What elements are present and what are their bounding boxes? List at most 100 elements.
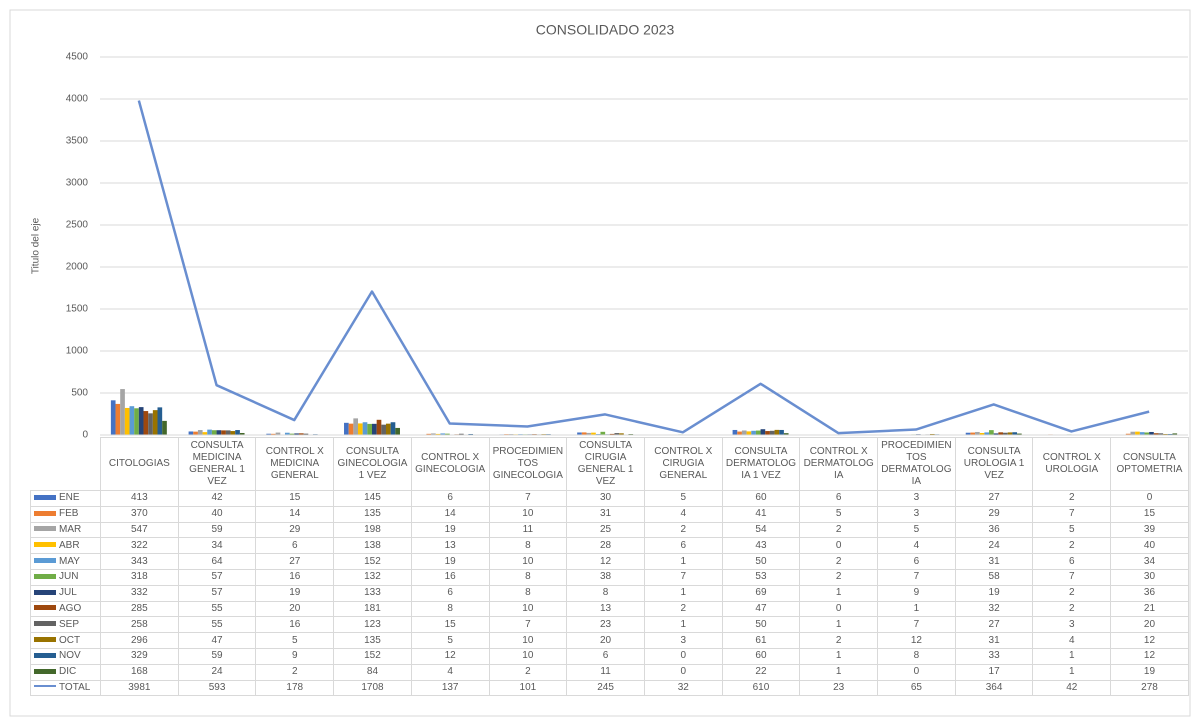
table-value: 60 xyxy=(721,647,801,665)
table-value: 8 xyxy=(488,568,568,586)
bar xyxy=(390,422,396,435)
table-value: 11 xyxy=(488,521,568,539)
table-value: 332 xyxy=(100,584,179,602)
bar xyxy=(110,400,116,435)
table-value: 16 xyxy=(255,616,335,634)
legend-key xyxy=(34,652,56,658)
table-value: 168 xyxy=(100,663,179,681)
table-value: 9 xyxy=(877,584,956,602)
table-row: DIC 168 24 2 84 4 2 11 0 22 1 0 17 1 19 xyxy=(30,663,1189,681)
table-value: 15 xyxy=(1110,505,1189,523)
table-value: 55 xyxy=(177,600,257,618)
legend-label: TOTAL xyxy=(59,681,91,693)
table-value: 6 xyxy=(799,490,879,507)
table-value: 135 xyxy=(333,632,412,649)
bar xyxy=(376,419,382,435)
table-value: 23 xyxy=(566,616,645,634)
bar xyxy=(129,406,135,435)
table-value: 34 xyxy=(1110,553,1189,570)
table-value: 22 xyxy=(721,663,801,681)
table-value: 54 xyxy=(721,521,801,539)
table-value: 10 xyxy=(488,600,568,618)
table-value: 47 xyxy=(721,600,801,618)
bar xyxy=(1017,433,1022,435)
legend-key xyxy=(34,636,56,642)
table-value: 32 xyxy=(954,600,1034,618)
bar xyxy=(741,430,747,435)
table-value: 145 xyxy=(333,490,412,507)
table-value: 65 xyxy=(877,679,956,697)
corner xyxy=(30,437,101,491)
bar xyxy=(755,430,761,435)
table-value: 2 xyxy=(1032,584,1112,602)
table-row: TOTAL 3981 593 178 1708 137 101 245 32 610 23 65 364… xyxy=(30,679,1189,697)
table-value: 8 xyxy=(488,584,568,602)
bar xyxy=(344,422,349,435)
legend-key xyxy=(34,621,56,627)
table-row: ABR 322 34 6 138 13 8 28 6 43 0 4 24 2 40 xyxy=(30,537,1189,555)
bar xyxy=(367,423,372,435)
table-value: 19 xyxy=(954,584,1034,602)
bar xyxy=(235,430,240,435)
bar xyxy=(426,433,432,435)
legend-key xyxy=(34,685,56,688)
table-value: 0 xyxy=(799,537,879,555)
table-value: 57 xyxy=(177,584,257,602)
y-tick-label: 0 xyxy=(82,430,88,441)
table-value: 57 xyxy=(177,568,257,586)
bar xyxy=(732,429,738,435)
bar xyxy=(1153,433,1159,435)
table-value: 16 xyxy=(410,568,490,586)
bar xyxy=(162,420,167,435)
table-value: 11 xyxy=(566,663,645,681)
legend-label: JUN xyxy=(59,571,79,583)
table-value: 285 xyxy=(100,600,179,618)
bar xyxy=(1163,433,1168,435)
bar xyxy=(595,433,601,435)
table-value: 3 xyxy=(1032,616,1112,634)
bar xyxy=(115,403,121,435)
table-value: 31 xyxy=(954,632,1034,649)
bar xyxy=(193,431,198,435)
table-value: 6 xyxy=(1032,553,1112,570)
legend-label: AGO xyxy=(59,602,82,614)
table-value: 24 xyxy=(177,663,257,681)
table-value: 31 xyxy=(566,505,645,523)
table-value: 3981 xyxy=(100,679,179,697)
bar xyxy=(609,433,615,435)
bar xyxy=(591,432,596,435)
table-value: 12 xyxy=(410,647,490,665)
table-value: 2 xyxy=(799,521,879,539)
table-value: 13 xyxy=(410,537,490,555)
bar xyxy=(1144,432,1150,435)
table-value: 198 xyxy=(333,521,412,539)
table-value: 1 xyxy=(643,553,723,570)
table-value: 19 xyxy=(1110,663,1189,681)
bar xyxy=(431,433,436,435)
table-value: 3 xyxy=(643,632,723,649)
table-row: NOV 329 59 9 152 12 10 6 0 60 1 8 33 1 12 xyxy=(30,647,1189,665)
bar xyxy=(975,431,980,435)
bar xyxy=(225,430,231,435)
legend-cell: MAR xyxy=(30,521,101,539)
table-value: 40 xyxy=(1110,537,1189,555)
table-value: 19 xyxy=(410,553,490,570)
table-value: 2 xyxy=(799,553,879,570)
y-tick-label: 2000 xyxy=(66,262,89,273)
bar xyxy=(1003,432,1008,435)
table-value: 20 xyxy=(566,632,645,649)
table-value: 7 xyxy=(877,568,956,586)
table-value: 39 xyxy=(1110,521,1189,539)
bar xyxy=(1149,431,1154,435)
table-value: 296 xyxy=(100,632,179,649)
table-value: 123 xyxy=(333,616,412,634)
bar xyxy=(381,424,386,435)
legend-key xyxy=(34,510,56,516)
table-value: 34 xyxy=(177,537,257,555)
table-value: 3 xyxy=(877,505,956,523)
bar xyxy=(143,411,149,435)
table-value: 5 xyxy=(255,632,335,649)
bar xyxy=(581,432,587,435)
bar xyxy=(737,431,742,435)
category-label: CONSULTA OPTOMETRIA xyxy=(1110,437,1189,491)
